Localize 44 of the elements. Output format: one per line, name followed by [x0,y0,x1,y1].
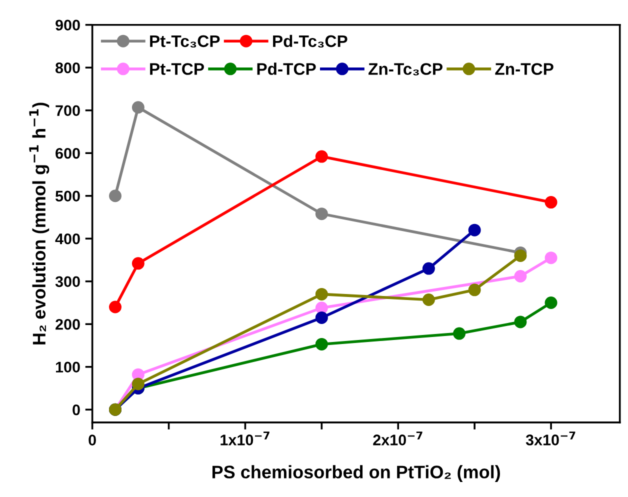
y-tick-label: 400 [55,233,80,244]
legend-label: Pt-Tc₃CP [150,35,220,48]
y-axis-title: H₂ evolution (mmol g$^{−1}$ h$^{−1}$) [29,102,50,344]
point [544,296,558,309]
y-tick-label: 700 [56,105,80,116]
legend-label: Zn-Tc₃CP [368,63,442,76]
x-tick-label: 1x10$^{−7}$ [220,432,270,446]
point [514,316,527,328]
point [315,338,328,350]
x-tick-label: 2x10$^{−7}$ [373,432,422,446]
point [109,190,122,202]
x-tick-label: 0 [88,434,96,446]
y-tick-label: 100 [56,362,80,373]
point [315,302,328,314]
y-tick-label: 900 [56,20,80,31]
point [422,262,435,275]
point [132,378,144,390]
x-axis-title: PS chemiosorbed on PtTiO₂ (mol) [212,465,500,482]
legend-label: Pd-TCP [257,62,316,75]
point [453,327,466,340]
point [514,270,527,282]
y-tick-label: 200 [56,318,80,330]
point [544,252,558,264]
point [315,208,328,220]
point [544,196,558,209]
point [422,294,435,306]
point [315,311,328,324]
y-tick-label: 500 [55,190,80,202]
x-tick-label: 3x10$^{−7}$ [526,432,576,446]
point [132,257,144,270]
legend-label: Zn-TCP [495,63,554,75]
y-tick-label: 800 [56,62,80,74]
point [109,300,122,314]
point [468,224,481,236]
y-tick-label: 600 [56,148,80,159]
legend-label: Pt-TCP [150,63,204,75]
point [514,249,527,262]
legend-label: Pd-Tc₃CP [273,34,348,48]
point [132,101,144,114]
y-tick-label: 300 [55,276,80,288]
point [468,284,481,296]
y-tick-label: 0 [72,404,80,416]
point [315,150,328,163]
point [315,288,328,300]
